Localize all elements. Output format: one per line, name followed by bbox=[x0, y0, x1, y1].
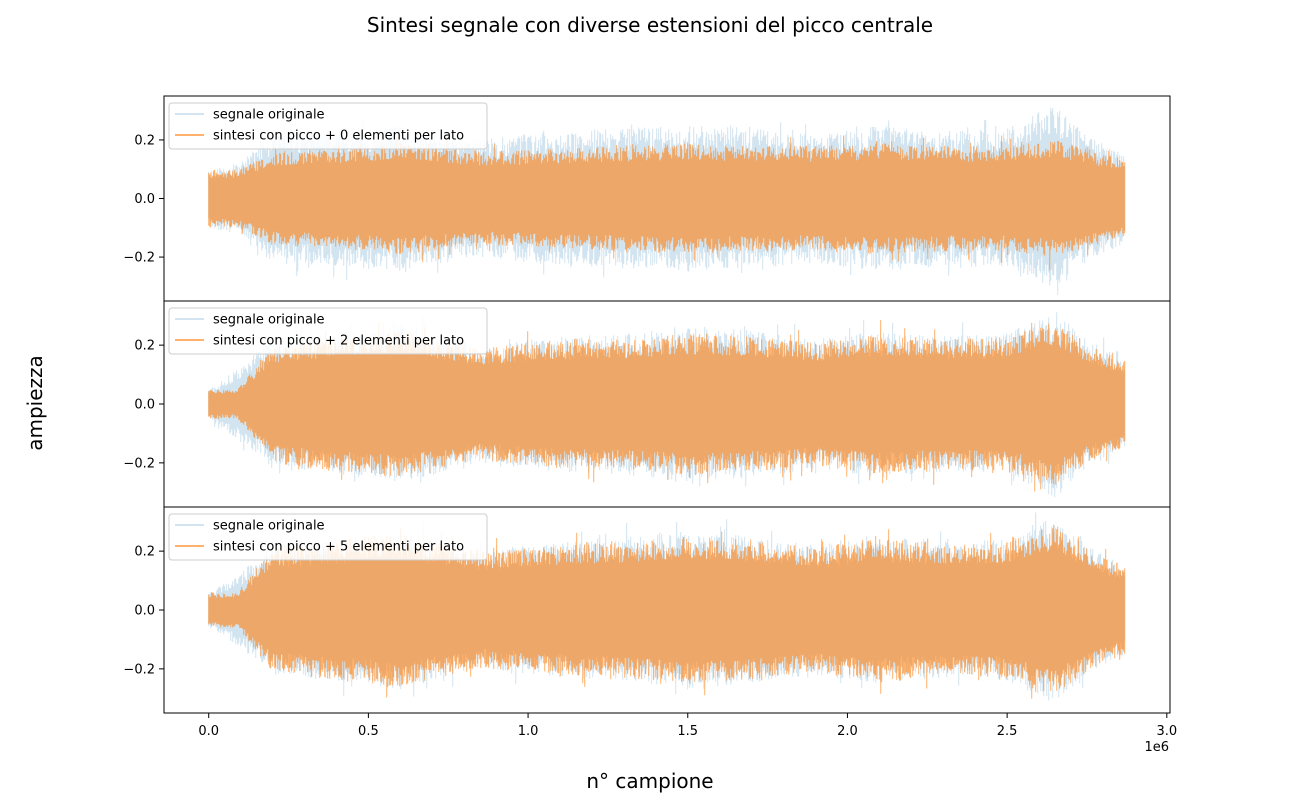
subplots: −0.2 0.0 0.2 segnale originale sintesi con p… bbox=[123, 95, 1177, 739]
y-tick-label: −0.2 bbox=[123, 456, 155, 471]
x-tick-label: 2.5 bbox=[997, 724, 1018, 739]
y-tick-label: 0.0 bbox=[134, 604, 155, 619]
legend: segnale originale sintesi con picco + 2 e… bbox=[168, 307, 488, 355]
subplot-2: −0.2 0.0 0.2 segnale originale sintesi con p… bbox=[123, 300, 1171, 508]
y-tick-label: 0.2 bbox=[134, 545, 155, 560]
x-tick-label: 2.0 bbox=[837, 724, 858, 739]
series-synthesis-line bbox=[208, 524, 1126, 699]
series-synthesis-line bbox=[208, 319, 1126, 492]
legend-entry-original: segnale originale bbox=[213, 108, 325, 123]
y-tick-label: 0.0 bbox=[134, 192, 155, 207]
x-tick-label: 3.0 bbox=[1156, 724, 1177, 739]
y-tick-label: −0.2 bbox=[123, 662, 155, 677]
figure-title: Sintesi segnale con diverse estensioni d… bbox=[367, 13, 933, 37]
legend-entry-synthesis: sintesi con picco + 2 elementi per lato bbox=[213, 334, 464, 349]
y-tick-label: 0.2 bbox=[134, 339, 155, 354]
legend-entry-synthesis: sintesi con picco + 5 elementi per lato bbox=[213, 540, 464, 555]
legend: segnale originale sintesi con picco + 0 e… bbox=[168, 102, 488, 150]
legend-entry-original: segnale originale bbox=[213, 519, 325, 534]
plot-area bbox=[208, 107, 1126, 295]
subplot-3: −0.2 0.0 0.2 0.0 0.5 1.0 1.5 2.0 2.5 3.0 segnale o… bbox=[123, 506, 1177, 739]
series-synthesis-line bbox=[208, 135, 1126, 271]
legend-entry-synthesis: sintesi con picco + 0 elementi per lato bbox=[213, 129, 464, 144]
plot-area bbox=[208, 512, 1126, 701]
x-tick-label: 0.5 bbox=[358, 724, 379, 739]
subplot-1: −0.2 0.0 0.2 segnale originale sintesi con p… bbox=[123, 95, 1171, 302]
x-tick-label: 0.0 bbox=[198, 724, 219, 739]
y-axis-title: ampiezza bbox=[23, 355, 47, 451]
x-tick-label: 1.5 bbox=[677, 724, 698, 739]
legend-box bbox=[168, 307, 488, 355]
y-tick-label: 0.0 bbox=[134, 398, 155, 413]
x-offset-label: 1e6 bbox=[1144, 740, 1169, 755]
legend-entry-original: segnale originale bbox=[213, 313, 325, 328]
plot-area bbox=[208, 312, 1126, 498]
x-axis-title: n° campione bbox=[586, 769, 713, 793]
legend: segnale originale sintesi con picco + 5 e… bbox=[168, 513, 488, 561]
legend-box bbox=[168, 513, 488, 561]
x-tick-label: 1.0 bbox=[518, 724, 539, 739]
y-tick-label: −0.2 bbox=[123, 251, 155, 266]
legend-box bbox=[168, 102, 488, 150]
y-tick-label: 0.2 bbox=[134, 133, 155, 148]
